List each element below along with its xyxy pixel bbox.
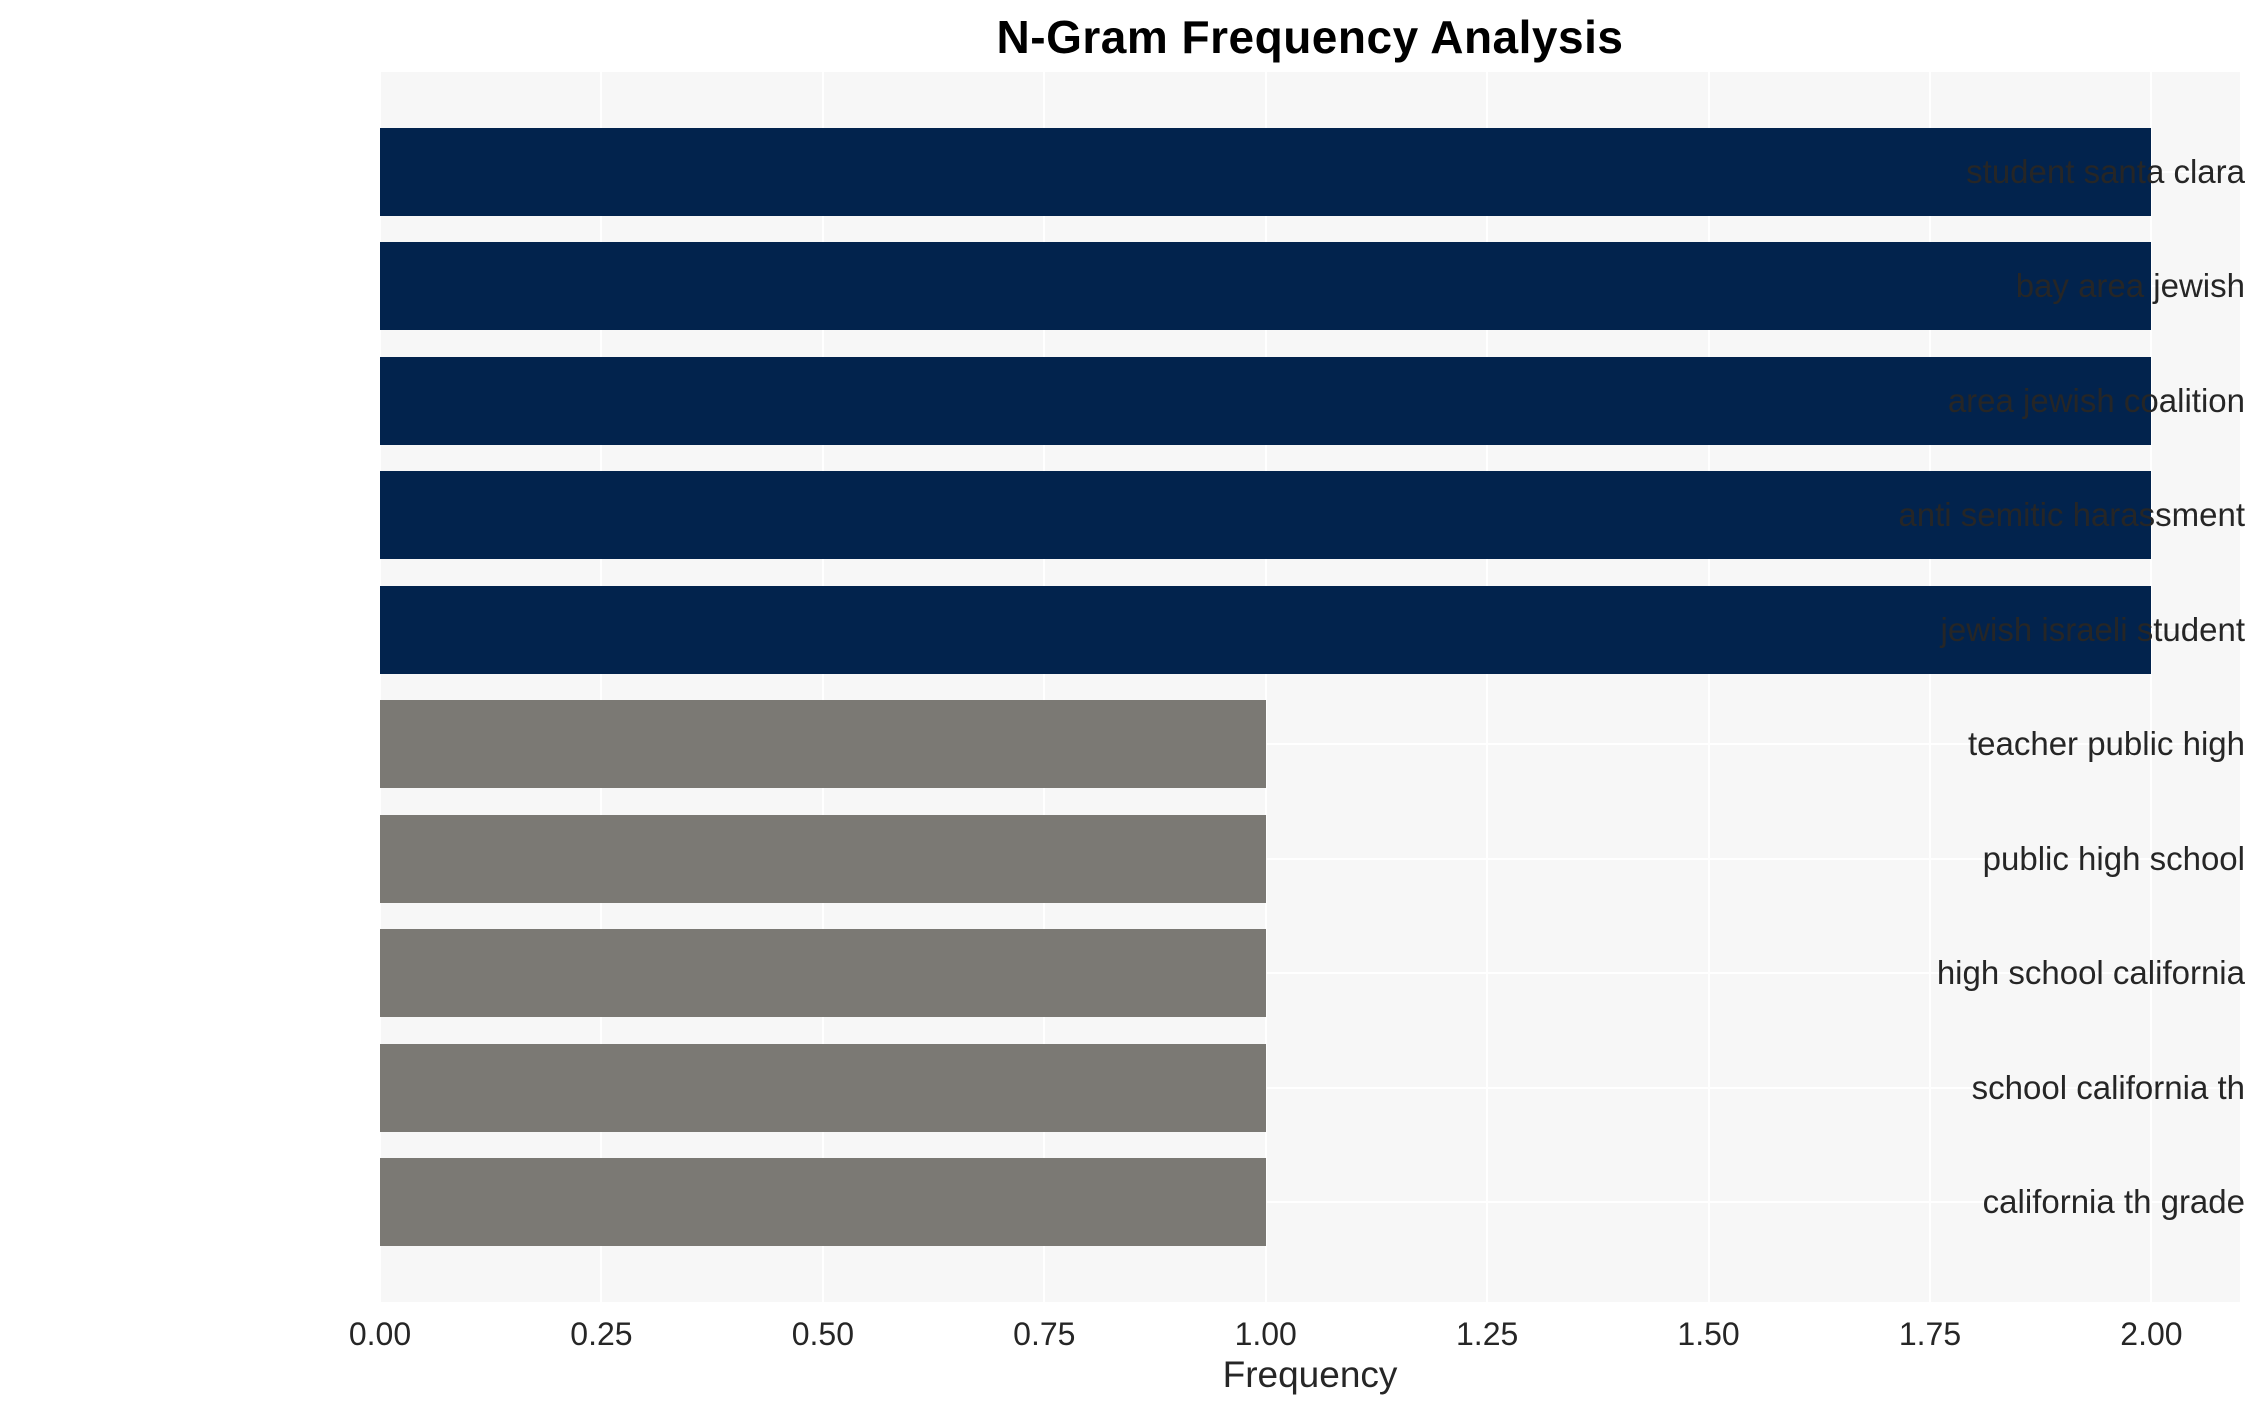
vertical-gridline	[1043, 72, 1046, 1302]
bar	[380, 356, 2152, 445]
y-tick-label: california th grade	[1982, 1183, 2245, 1220]
y-tick-label: area jewish coalition	[1947, 381, 2245, 419]
chart-title: N-Gram Frequency Analysis	[996, 11, 1624, 63]
y-tick-label: high school california	[1936, 954, 2245, 991]
x-tick-label: 0.75	[1013, 1316, 1076, 1352]
x-tick-label: 1.00	[1234, 1316, 1297, 1352]
bar	[380, 929, 1266, 1017]
x-tick-label: 1.25	[1456, 1316, 1519, 1352]
y-tick-label: teacher public high	[1967, 725, 2245, 762]
vertical-gridline	[379, 72, 381, 1302]
x-tick-label: 0.50	[791, 1316, 854, 1352]
bar	[380, 585, 2152, 674]
vertical-gridline	[600, 72, 603, 1302]
y-tick-label: school california th	[1971, 1068, 2245, 1106]
vertical-gridline	[1707, 72, 1710, 1302]
x-tick-label: 0.00	[348, 1316, 412, 1352]
y-tick-label: jewish israeli student	[1940, 610, 2245, 648]
y-tick-label: bay area jewish	[2015, 267, 2245, 304]
x-axis-label: Frequency	[1222, 1354, 1398, 1395]
x-tick-label: 2.00	[2120, 1316, 2183, 1352]
horizontal-gridline	[380, 857, 2240, 860]
vertical-gridline	[1264, 72, 1267, 1302]
y-tick-label: public high school	[1982, 839, 2245, 877]
bar	[380, 471, 2152, 559]
vertical-gridline	[1929, 72, 1931, 1302]
x-tick-label: 0.25	[570, 1316, 633, 1352]
horizontal-gridline	[380, 1086, 2240, 1089]
horizontal-gridline	[380, 972, 2240, 974]
bar	[380, 127, 2152, 216]
y-tick-label: student santa clara	[1966, 152, 2245, 190]
bar	[380, 1043, 1266, 1132]
vertical-gridline	[821, 72, 824, 1302]
vertical-gridline	[1486, 72, 1489, 1302]
vertical-gridline	[2150, 72, 2153, 1302]
x-tick-label: 1.50	[1677, 1316, 1740, 1352]
horizontal-gridline	[380, 1201, 2240, 1203]
horizontal-gridline	[380, 743, 2240, 745]
plot-area	[379, 72, 2240, 1302]
y-tick-label: anti semitic harassment	[1898, 496, 2245, 533]
x-tick-label: 1.75	[1898, 1316, 1962, 1352]
bar	[380, 700, 1266, 788]
bar	[380, 1158, 1266, 1246]
bar	[380, 242, 2152, 330]
bar	[380, 814, 1266, 903]
